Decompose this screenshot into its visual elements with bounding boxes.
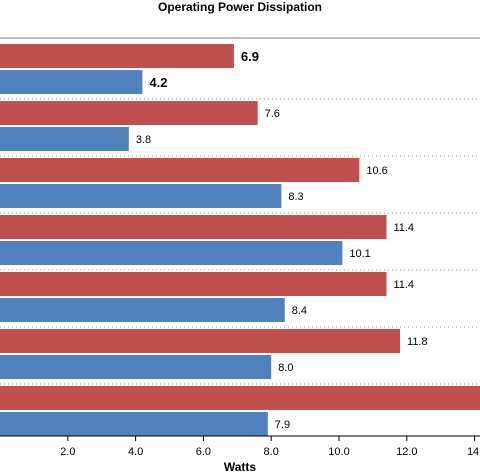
bar-series1-group7 xyxy=(0,386,480,410)
x-tick-label: 6.0 xyxy=(196,446,211,458)
data-label-series2-group1: 4.2 xyxy=(149,75,167,90)
bar-series1-group3 xyxy=(0,158,360,182)
bar-series1-group6 xyxy=(0,329,401,353)
x-tick-label: 14. xyxy=(467,446,480,458)
data-label-series2-group5: 8.4 xyxy=(292,305,307,317)
bar-series1-group2 xyxy=(0,101,258,125)
x-tick-label: 12.0 xyxy=(396,446,417,458)
x-axis-label: Watts xyxy=(223,460,257,474)
data-label-series1-group1: 6.9 xyxy=(241,49,259,64)
data-label-series1-group2: 7.6 xyxy=(265,108,280,120)
bar-series1-group4 xyxy=(0,215,387,239)
data-label-series2-group3: 8.3 xyxy=(288,191,303,203)
chart-title: Operating Power Dissipation xyxy=(157,0,323,14)
x-tick-label: 10.0 xyxy=(328,446,349,458)
bar-series2-group5 xyxy=(0,298,285,322)
data-label-series2-group7: 7.9 xyxy=(275,419,290,431)
x-tick-label: 4.0 xyxy=(128,446,143,458)
x-tick-label: 8.0 xyxy=(264,446,279,458)
bar-series2-group1 xyxy=(0,70,143,94)
data-label-series1-group6: 11.8 xyxy=(407,336,428,348)
x-tick-label: 2.0 xyxy=(60,446,75,458)
data-label-series1-group4: 11.4 xyxy=(393,222,414,234)
bar-series1-group1 xyxy=(0,44,234,68)
bar-series2-group4 xyxy=(0,241,343,265)
data-label-series1-group5: 11.4 xyxy=(393,279,414,291)
data-label-series2-group2: 3.8 xyxy=(136,134,151,146)
bar-series2-group3 xyxy=(0,184,282,208)
bar-series2-group2 xyxy=(0,127,129,151)
data-label-series1-group3: 10.6 xyxy=(366,165,387,177)
bar-series2-group7 xyxy=(0,412,268,436)
bar-series1-group5 xyxy=(0,272,387,296)
bar-series2-group6 xyxy=(0,355,272,379)
data-label-series2-group6: 8.0 xyxy=(278,362,293,374)
data-label-series2-group4: 10.1 xyxy=(349,248,370,260)
